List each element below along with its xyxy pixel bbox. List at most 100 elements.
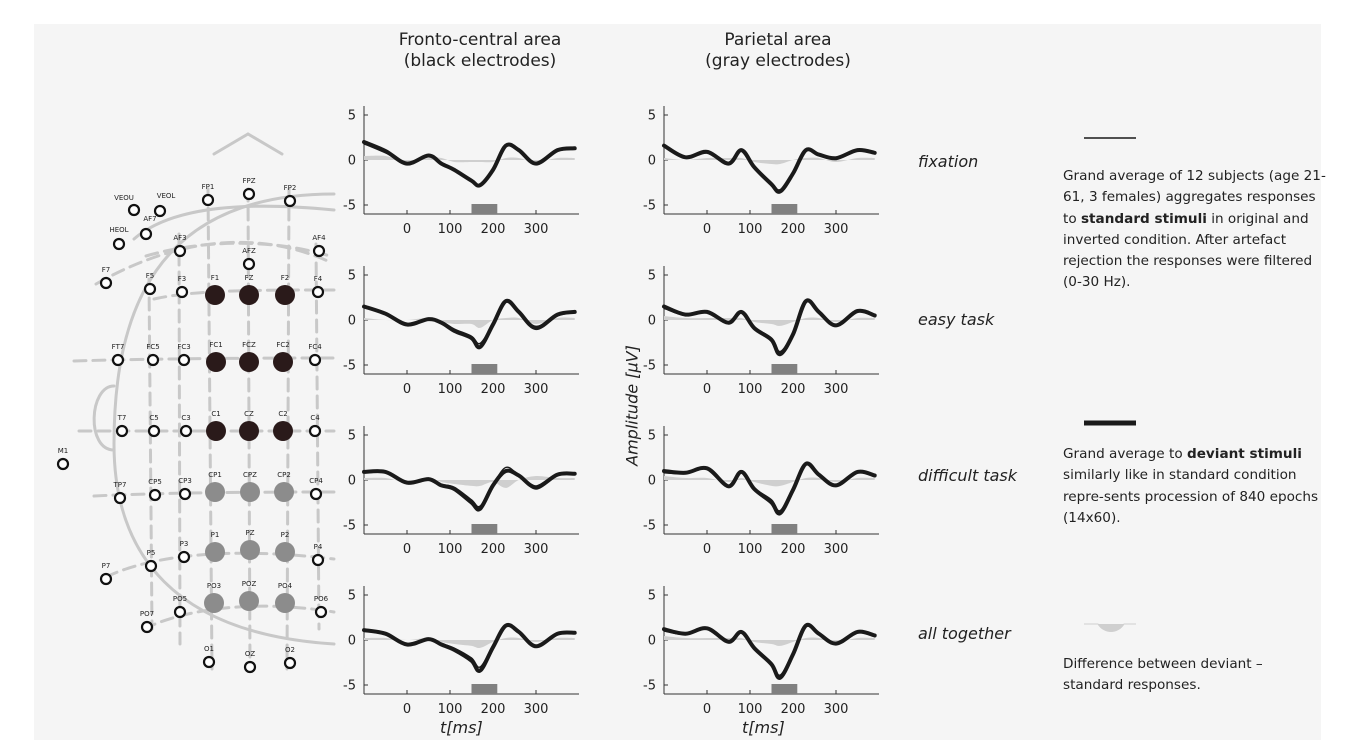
electrode-p7-label: P7	[102, 562, 111, 570]
chart-fronto-central-easy-task-xtick-label: 0	[403, 382, 411, 397]
electrode-p7: P7	[99, 562, 113, 586]
electrode-map: VEOU VEOL HEOL AF7 FP1 FPZ FP2 AF3 AFZ AF4 F7 F5 F3 F…	[56, 132, 336, 674]
electrode-heol-label: HEOL	[109, 226, 128, 234]
chart-fronto-central-fixation-ytick-label: -5	[343, 199, 356, 214]
chart-fronto-central-all-together-window-bar	[471, 684, 498, 694]
electrode-cz-dot	[239, 421, 259, 441]
right-title-line2: (gray electrodes)	[705, 51, 851, 71]
legend-swatches	[1084, 137, 1136, 632]
electrode-po4-label: PO4	[278, 582, 293, 590]
chart-parietal-all-together-ytick-label: 5	[648, 589, 656, 604]
electrode-cp4-label: CP4	[309, 477, 323, 485]
electrode-f5: F5	[143, 272, 157, 296]
electrode-f4: F4	[311, 275, 325, 299]
legend-difference-text: Difference between deviant – standard re…	[1063, 656, 1263, 694]
chart-parietal-difficult-task-ytick-label: 0	[648, 474, 656, 489]
chart-parietal-all-together-standard-trace	[663, 625, 876, 676]
electrode-c4-dot	[308, 424, 322, 438]
electrode-c3: C3	[179, 414, 193, 438]
electrode-fc2-dot	[273, 352, 293, 372]
electrode-p1-dot	[205, 542, 225, 562]
chart-parietal-difficult-task-deviant-trace	[662, 461, 877, 516]
chart-fronto-central-fixation-xtick-label: 300	[524, 222, 549, 237]
electrode-c4: C4	[308, 414, 322, 438]
electrode-f5-dot	[143, 282, 157, 296]
electrode-fc5: FC5	[146, 343, 160, 367]
electrode-cp4-dot	[309, 487, 323, 501]
electrode-m1: M1	[56, 447, 70, 471]
chart-parietal-easy-task-ytick-label: 0	[648, 314, 656, 329]
chart-parietal-difficult-task-difference-area	[664, 476, 875, 487]
chart-parietal-fixation-difference-area	[664, 157, 875, 165]
chart-fronto-central-difficult-task-xtick-label: 200	[481, 542, 506, 557]
electrode-po7-label: PO7	[140, 610, 154, 618]
electrode-po3-dot	[204, 593, 224, 613]
chart-fronto-central-difficult-task-xtick-label: 0	[403, 542, 411, 557]
electrode-f1-dot	[205, 285, 225, 305]
chart-fronto-central-easy-task-deviant-trace	[362, 298, 577, 350]
electrode-f2-dot	[275, 285, 295, 305]
legend-standard-text: Grand average of 12 subjects (age 21-61,…	[1063, 166, 1328, 294]
chart-fronto-central-difficult-task-window-bar	[471, 524, 498, 534]
chart-parietal-easy-task-xtick-label: 100	[738, 382, 763, 397]
electrode-o2-dot	[283, 656, 297, 670]
electrode-heol: HEOL	[109, 226, 129, 251]
legend-standard-post: in original and inverted condition. Afte…	[1063, 210, 1313, 291]
electrode-f2: F2	[275, 274, 295, 305]
chart-parietal-easy-task-xtick-label: 300	[824, 382, 849, 397]
chart-parietal-all-together-xtick-label: 300	[824, 702, 849, 717]
legend-standard-pre: Grand average of 12 subjects (age 21-61,…	[1063, 168, 1326, 227]
electrode-po6-label: PO6	[314, 595, 329, 603]
chart-fronto-central-all-together-deviant-trace	[362, 622, 577, 673]
electrode-fp2-dot	[283, 194, 297, 208]
chart-parietal-all-together-deviant-trace	[662, 622, 877, 680]
electrode-cp3: CP3	[178, 477, 192, 501]
electrode-cpz-label: CPZ	[243, 471, 257, 479]
electrode-tp7-label: TP7	[113, 481, 127, 489]
chart-parietal-all-together-ytick-label: 0	[648, 634, 656, 649]
chart-fronto-central-easy-task-difference-area	[364, 317, 575, 328]
electrode-f1: F1	[205, 274, 225, 305]
chart-fronto-central-all-together-xtick-label: 200	[481, 702, 506, 717]
electrode-afz-dot	[242, 257, 256, 271]
electrode-af3-label: AF3	[173, 234, 186, 242]
electrode-p5: P5	[144, 549, 158, 573]
electrode-fc5-label: FC5	[146, 343, 159, 351]
electrode-o2-label: O2	[285, 646, 295, 654]
chart-fronto-central-fixation-ytick-label: 0	[348, 154, 356, 169]
electrode-f7-label: F7	[102, 266, 110, 274]
electrode-veol-dot	[153, 204, 167, 218]
electrode-p4-dot	[311, 553, 325, 567]
chart-parietal-difficult-task-xtick-label: 100	[738, 542, 763, 557]
electrode-cp2: CP2	[274, 471, 294, 502]
chart-parietal-easy-task-xtick-label: 0	[703, 382, 711, 397]
chart-parietal-fixation-xtick-label: 100	[738, 222, 763, 237]
electrode-c2: C2	[273, 410, 293, 441]
electrode-po5-label: PO5	[173, 595, 187, 603]
electrode-fp1-dot	[201, 193, 215, 207]
chart-parietal-fixation-xtick-label: 200	[781, 222, 806, 237]
electrode-fc1-dot	[206, 352, 226, 372]
electrode-fc5-dot	[146, 353, 160, 367]
electrode-po4: PO4	[275, 582, 295, 613]
electrode-poz-dot	[239, 591, 259, 611]
electrode-po6: PO6	[314, 595, 329, 619]
chart-parietal-fixation-ytick-label: 5	[648, 109, 656, 124]
electrode-f3-dot	[175, 285, 189, 299]
electrode-t7-label: T7	[117, 414, 127, 422]
electrode-af7-dot	[139, 227, 153, 241]
electrode-po3: PO3	[204, 582, 224, 613]
chart-parietal-easy-task-deviant-trace	[662, 298, 877, 357]
electrode-veou-label: VEOU	[114, 194, 134, 202]
electrode-heol-dot	[112, 237, 126, 251]
electrode-fc4-label: FC4	[308, 343, 322, 351]
electrode-af3-dot	[173, 244, 187, 258]
electrode-fc1: FC1	[206, 341, 226, 372]
electrode-o1-label: O1	[204, 645, 214, 653]
electrode-c3-dot	[179, 424, 193, 438]
electrode-fc1-label: FC1	[209, 341, 222, 349]
electrode-veou-dot	[127, 203, 141, 217]
